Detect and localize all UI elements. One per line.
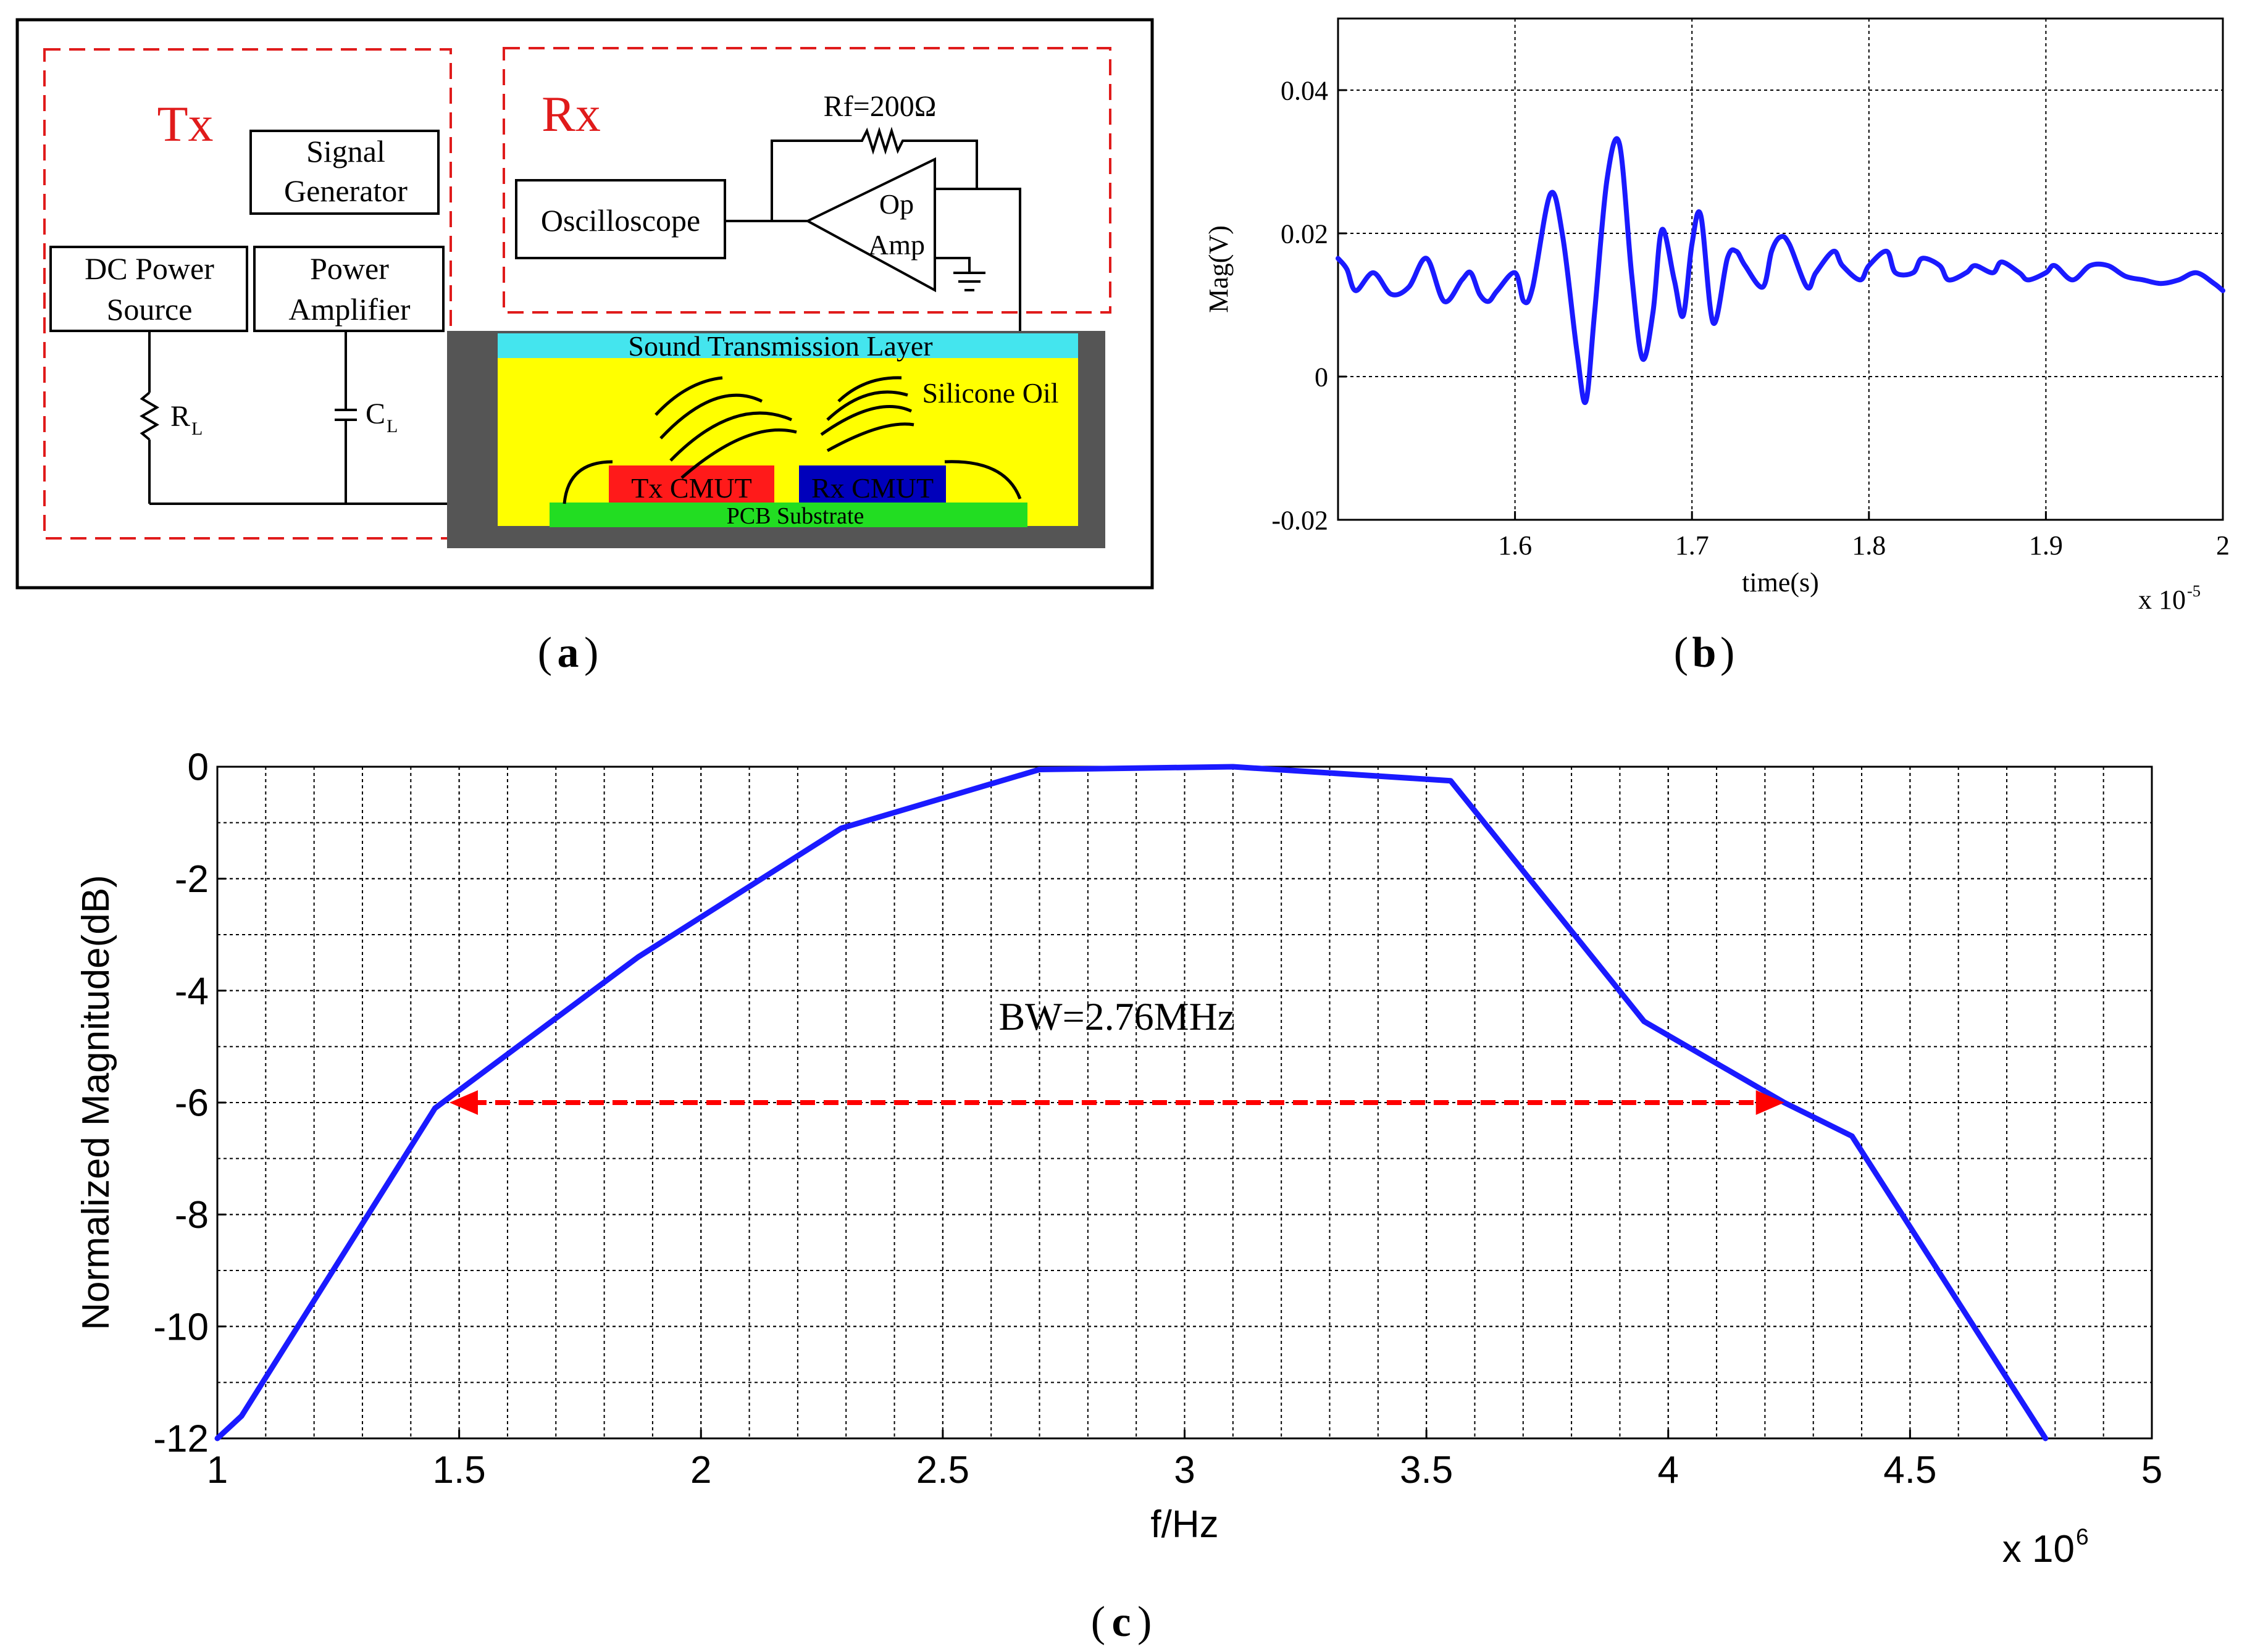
op-amp-line1: Op (879, 188, 914, 220)
signal-generator-line1: Signal (306, 134, 385, 169)
pcb-substrate (550, 503, 1027, 527)
x-axis-label: time(s) (1742, 567, 1819, 598)
x-tick-label: 2 (2216, 530, 2230, 561)
y-tick-label: -10 (153, 1306, 209, 1348)
panel-b-close: ) (1720, 629, 1734, 677)
rx-sound-wave-icon (820, 376, 914, 453)
rx-cmut-label: Rx CMUT (811, 472, 934, 504)
x-tick-label: 1.9 (2029, 530, 2063, 561)
tx-sound-wave-icon (655, 376, 797, 479)
panel-a-close: ) (584, 629, 598, 677)
bandwidth-arrow-right-head (1755, 1090, 1784, 1115)
y-tick-label: 0 (1315, 362, 1328, 392)
silicone-oil-fill (498, 353, 1078, 526)
y-tick-label: -0.02 (1271, 505, 1328, 535)
y-tick-label: 0.04 (1281, 75, 1328, 106)
tx-region (43, 48, 452, 540)
sound-transmission-layer (498, 333, 1078, 358)
x-tick-label: 1.8 (1852, 530, 1886, 561)
x-tick-label: 4.5 (1883, 1449, 1936, 1491)
pcb-label: PCB Substrate (727, 503, 864, 529)
panel-b-chart: 1.6 1.7 1.8 1.9 2 -0.02 0 0.02 0.04 time(s) Mag(V)… (1203, 17, 2230, 615)
bandwidth-arrow-left-head (449, 1090, 478, 1115)
x-multiplier: x 10 (2002, 1528, 2075, 1571)
x-tick-label: 4 (1658, 1449, 1679, 1491)
x-tick-label: 2 (690, 1449, 711, 1491)
rx-region (503, 47, 1111, 314)
x-tick-label: 1.6 (1498, 530, 1532, 561)
tx-wire-bond (563, 460, 613, 504)
tx-cmut-label: Tx CMUT (631, 472, 752, 504)
sound-layer-label: Sound Transmission Layer (628, 330, 932, 362)
x-multiplier: x 10 (2138, 585, 2186, 615)
y-axis-label: Normalized Magnitude(dB) (75, 875, 117, 1330)
y-tick-label: -6 (175, 1082, 209, 1125)
x-tick-label: 2.5 (916, 1449, 969, 1491)
panel-c-open: ( (1091, 1598, 1105, 1646)
panel-c-chart: 1 1.5 2 2.5 3 3.5 4 4.5 5 -12 -10 -8 -6 -4 -2 0 f/Hz Norm… (75, 746, 2162, 1571)
dc-power-line1: DC Power (85, 251, 214, 286)
rx-cmut-block (799, 465, 946, 503)
signal-generator-box (249, 130, 440, 215)
panel-a-diagram: Tx Rx Signal Generator DC Power Source P… (15, 18, 1154, 590)
x-tick-label: 1.7 (1675, 530, 1709, 561)
signal-generator-line2: Generator (284, 173, 408, 208)
tx-cmut-block (609, 465, 774, 503)
y-axis-label: Mag(V) (1203, 225, 1234, 313)
panel-c-label: c (1111, 1598, 1131, 1646)
power-amplifier-line2: Amplifier (288, 292, 411, 327)
power-amplifier-line1: Power (310, 251, 389, 286)
rl-subscript: L (191, 419, 203, 439)
y-tick-label: -8 (175, 1194, 209, 1237)
op-amp-line2: Amp (868, 229, 925, 261)
rf-label: Rf=200Ω (824, 90, 937, 123)
x-multiplier-exponent: 6 (2076, 1524, 2089, 1550)
power-amplifier-box (253, 246, 445, 332)
feedback-resistor (771, 127, 978, 221)
dc-power-box (49, 246, 248, 332)
series-line (1336, 136, 2225, 406)
x-tick-label: 5 (2141, 1449, 2162, 1491)
panel-c-close: ) (1137, 1598, 1152, 1646)
dc-power-line2: Source (107, 292, 193, 327)
y-tick-label: 0.02 (1281, 219, 1328, 249)
y-tick-label: -12 (153, 1418, 209, 1461)
y-tick-label: 0 (188, 746, 209, 789)
panel-b-open: ( (1674, 629, 1688, 677)
panel-a-label: a (558, 629, 579, 677)
x-tick-label: 3 (1174, 1449, 1195, 1491)
resistor-rl (140, 391, 159, 441)
oscilloscope-box (515, 179, 726, 259)
series-line (214, 764, 2049, 1441)
panel-a-open: ( (538, 629, 552, 677)
x-tick-label: 3.5 (1400, 1449, 1453, 1491)
panel-b-label: b (1692, 629, 1717, 677)
x-tick-label: 1.5 (433, 1449, 486, 1491)
oscilloscope-label: Oscilloscope (541, 203, 700, 238)
tx-label: Tx (157, 96, 213, 152)
cl-label: C (366, 398, 385, 430)
rx-label: Rx (542, 86, 601, 142)
x-axis-label: f/Hz (1150, 1503, 1218, 1546)
silicone-oil-label: Silicone Oil (922, 377, 1058, 409)
x-tick-label: 1 (207, 1449, 228, 1491)
y-tick-label: -2 (175, 858, 209, 901)
rx-wire-bond (944, 460, 1022, 499)
panel-labels: ( a ) ( b ) ( c ) (538, 629, 1735, 1646)
rl-label: R (170, 400, 190, 433)
op-amp-symbol (805, 157, 936, 293)
plot-frame (1337, 17, 2224, 521)
y-tick-label: -4 (175, 970, 209, 1012)
x-multiplier-exponent: -5 (2187, 582, 2201, 600)
cl-subscript: L (387, 416, 398, 436)
bandwidth-annotation: BW=2.76MHz (998, 995, 1235, 1038)
